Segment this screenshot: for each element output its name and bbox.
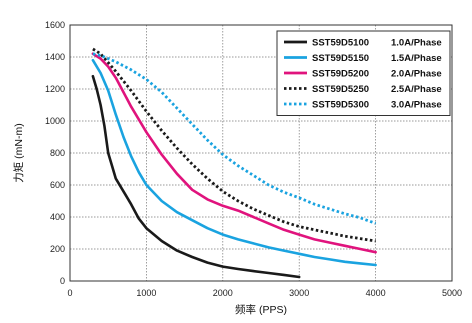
y-tick-label: 1000 [45,116,65,126]
y-tick-label: 1200 [45,84,65,94]
plot-frame [69,24,453,282]
series-line-sst59d5100 [91,74,301,279]
y-axis-label: 力矩 (mN-m) [12,123,25,182]
y-tick-labels: 0 200 400 600 800 1000 1200 1400 1600 [45,20,65,286]
y-tick-label: 400 [50,212,65,222]
series-line-sst59d5200 [91,52,377,254]
y-tick-label: 200 [50,244,65,254]
legend-series-name: SST59D5300 [312,100,369,111]
legend-series-name: SST59D5250 [312,84,369,95]
series-line-sst59d5250 [92,47,376,243]
y-tick-label: 0 [60,276,65,286]
legend-series-name: SST59D5150 [312,53,369,64]
series-line-sst59d5150 [91,58,377,267]
y-tick-label: 800 [50,148,65,158]
y-tick-label: 600 [50,180,65,190]
legend-series-current: 3.0A/Phase [391,100,442,111]
x-tick-label: 1000 [136,288,156,298]
legend-items: SST59D5100 1.0A/Phase SST59D5150 1.5A/Phase… [284,38,442,111]
legend-series-current: 2.5A/Phase [391,84,442,95]
legend-series-name: SST59D5200 [312,69,369,80]
legend-series-name: SST59D5100 [312,38,369,49]
x-tick-label: 4000 [366,288,386,298]
x-tick-label: 0 [67,288,72,298]
x-tick-label: 3000 [289,288,309,298]
x-tick-label: 5000 [442,288,462,298]
y-tick-label: 1600 [45,20,65,30]
legend: SST59D5100 1.0A/Phase SST59D5150 1.5A/Phase… [276,30,451,116]
legend-series-current: 1.5A/Phase [391,53,442,64]
y-tick-label: 1400 [45,52,65,62]
legend-series-current: 2.0A/Phase [391,69,442,80]
series-lines [91,47,377,279]
x-tick-labels: 0 1000 2000 3000 4000 5000 [67,288,462,298]
legend-series-current: 1.0A/Phase [391,38,442,49]
series-line-sst59d5300 [92,52,377,225]
x-tick-label: 2000 [213,288,233,298]
x-axis-label: 频率 (PPS) [235,303,287,316]
